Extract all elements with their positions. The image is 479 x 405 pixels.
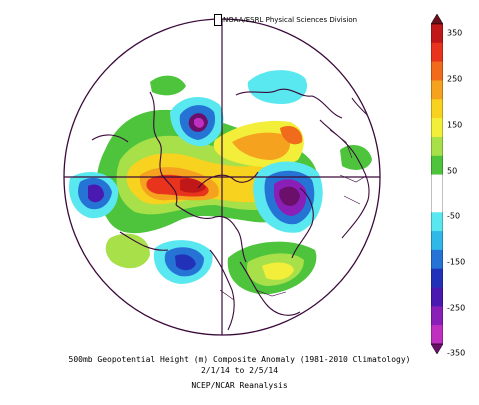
colorbar-segment xyxy=(431,42,443,62)
colorbar-segment xyxy=(431,24,443,44)
colorbar-tick-label: -250 xyxy=(447,303,466,313)
colorbar-segment xyxy=(431,80,443,100)
caption-title: 500mb Geopotential Height (m) Composite … xyxy=(68,355,411,364)
colorbar-segment xyxy=(431,231,443,251)
anomaly-field xyxy=(64,19,380,335)
colorbar-segment xyxy=(431,325,443,345)
colorbar-segment xyxy=(431,118,443,138)
colorbar-tick-label: 350 xyxy=(447,28,463,38)
colorbar-segment xyxy=(431,212,443,232)
colorbar-segment xyxy=(431,287,443,307)
credit-text: NOAA/ESRL Physical Sciences Division xyxy=(223,16,358,24)
colorbar-segment xyxy=(431,61,443,81)
colorbar-segment xyxy=(431,99,443,119)
caption-source: NCEP/NCAR Reanalysis xyxy=(191,381,288,390)
colorbar xyxy=(431,14,443,354)
colorbar-top-arrow xyxy=(431,14,443,25)
colorbar-tick-label: 150 xyxy=(447,120,463,130)
colorbar-tick-label: 250 xyxy=(447,74,463,84)
colorbar-tick-label: -350 xyxy=(447,348,466,358)
colorbar-segment xyxy=(431,268,443,288)
colorbar-segment xyxy=(431,155,443,175)
colorbar-bottom-arrow xyxy=(431,343,443,354)
colorbar-tick-label: 50 xyxy=(447,166,458,176)
colorbar-segment xyxy=(431,193,443,213)
colorbar-segment xyxy=(431,306,443,326)
psd-logo-icon xyxy=(214,14,222,26)
caption-dates: 2/1/14 to 2/5/14 xyxy=(200,366,279,375)
colorbar-tick-label: -150 xyxy=(447,257,466,267)
map-boundary xyxy=(63,18,381,336)
colorbar-segment xyxy=(431,136,443,157)
colorbar-tick-label: -50 xyxy=(447,211,461,221)
colorbar-segment xyxy=(431,174,443,194)
colorbar-segment xyxy=(431,249,443,270)
